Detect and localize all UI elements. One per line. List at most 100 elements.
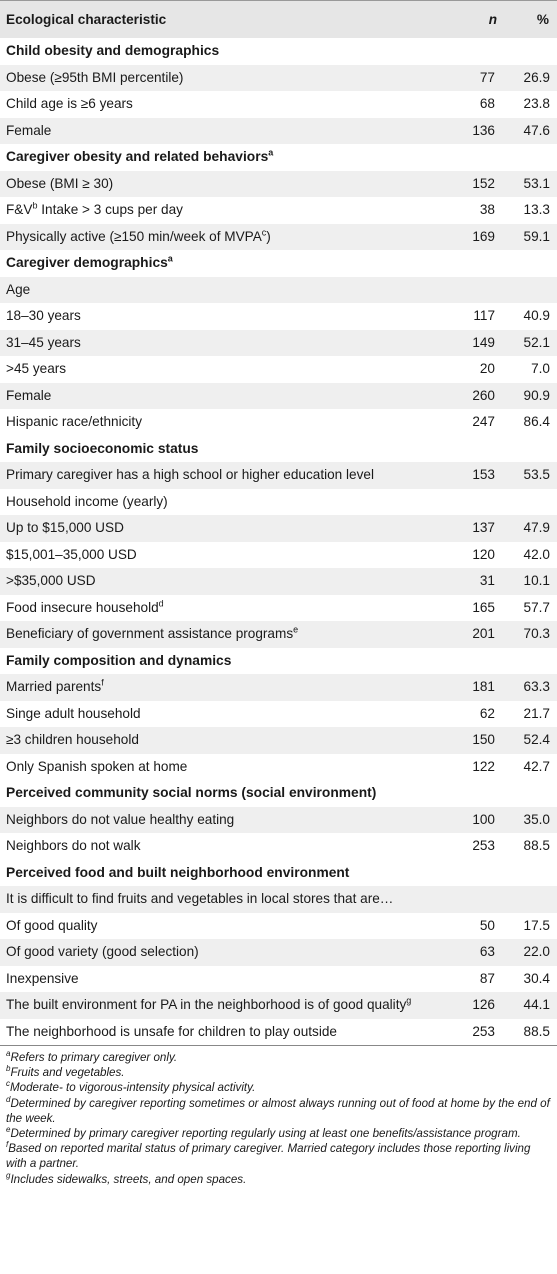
footnotes: aRefers to primary caregiver only. bFruit… (0, 1046, 557, 1187)
label-text: It is difficult to find fruits and veget… (6, 891, 394, 906)
section-heading: Child obesity and demographics (0, 38, 557, 65)
table-row: Age (0, 276, 557, 303)
row-label: 18–30 years (6, 303, 81, 330)
row-label: >45 years (6, 356, 66, 383)
percent-cell: 57.7 (523, 599, 550, 615)
label-text: Obese (BMI ≥ 30) (6, 175, 114, 191)
footnote-text: Fruits and vegetables. (10, 1066, 125, 1080)
row-label: Neighbors do not value healthy eating (6, 807, 234, 834)
percent-cell: 42.0 (523, 546, 550, 562)
percent-cell: 21.7 (523, 705, 550, 721)
percent-cell: 26.9 (523, 69, 550, 85)
section-heading: Family socioeconomic status (0, 436, 557, 463)
table-row: Female 136 47.6 (0, 117, 557, 144)
row-label: Food insecure householdd (6, 595, 164, 622)
table-row: F&Vb Intake > 3 cups per day 38 13.3 (0, 197, 557, 224)
footnote: fBased on reported marital status of pri… (6, 1141, 551, 1171)
percent-cell: 63.3 (523, 679, 550, 694)
percent-cell: 88.5 (523, 1023, 550, 1039)
table-row: Of good quality 50 17.5 (0, 912, 557, 939)
count-cell: 87 (479, 970, 495, 986)
row-label: Only Spanish spoken at home (6, 754, 187, 781)
percent-cell: 47.9 (523, 520, 550, 535)
header-characteristic: Ecological characteristic (6, 12, 167, 27)
table-body: Child obesity and demographics Obese (≥95… (0, 38, 557, 1045)
count-cell: 253 (472, 1023, 495, 1039)
section-label: Child obesity and demographics (6, 38, 219, 65)
footnote-marker: b (32, 200, 38, 211)
label-text: Age (6, 281, 31, 297)
percent-cell: 44.1 (523, 997, 550, 1012)
count-cell: 50 (479, 917, 495, 933)
label-text: Female (6, 122, 52, 138)
label-text: $15,001–35,000 USD (6, 546, 137, 562)
label-text: Child obesity and demographics (6, 43, 220, 58)
percent-cell: 42.7 (523, 758, 550, 774)
label-text: Primary caregiver has a high school or h… (6, 467, 374, 482)
percent-cell: 22.0 (523, 944, 550, 959)
table-row: ≥3 children household 150 52.4 (0, 727, 557, 754)
row-label: ≥3 children household (6, 727, 139, 754)
count-cell: 181 (472, 679, 495, 694)
row-label: The neighborhood is unsafe for children … (6, 1019, 337, 1046)
label-text: Physically active (≥150 min/week of MVPA (6, 228, 262, 244)
table-row: Married parentsf 181 63.3 (0, 674, 557, 701)
row-label: Neighbors do not walk (6, 833, 141, 860)
row-label: Beneficiary of government assistance pro… (6, 621, 298, 648)
percent-cell: 70.3 (523, 626, 550, 641)
footnote-mark: g (6, 1170, 11, 1180)
header-percent: % (536, 12, 549, 27)
count-cell: 165 (472, 599, 495, 615)
count-cell: 153 (472, 467, 495, 482)
header-n: n (488, 12, 497, 27)
count-cell: 152 (472, 175, 495, 191)
table-row: The neighborhood is unsafe for children … (0, 1018, 557, 1046)
footnote-mark: c (6, 1079, 10, 1089)
count-cell: 100 (472, 811, 495, 827)
table-row: Inexpensive 87 30.4 (0, 965, 557, 992)
footnote: eDetermined by primary caregiver reporti… (6, 1126, 551, 1141)
row-label: Obese (BMI ≥ 30) (6, 171, 113, 198)
count-cell: 126 (472, 997, 495, 1012)
row-label: >$35,000 USD (6, 568, 96, 595)
footnote: bFruits and vegetables. (6, 1065, 551, 1080)
label-text-continued: ) (266, 228, 271, 244)
footnote-text: Based on reported marital status of prim… (6, 1142, 531, 1171)
table-row: Female 260 90.9 (0, 382, 557, 410)
row-label: Married parentsf (6, 674, 104, 701)
row-label: 31–45 years (6, 330, 81, 357)
count-cell: 201 (472, 626, 495, 641)
label-text: Up to $15,000 USD (6, 520, 124, 535)
section-label: Caregiver obesity and related behaviorsa (6, 144, 273, 171)
label-text: Caregiver demographics (6, 255, 168, 270)
footnote-text: Determined by primary caregiver reportin… (10, 1127, 521, 1141)
percent-cell: 59.1 (523, 228, 550, 244)
label-text: Child age is ≥6 years (6, 96, 133, 111)
label-text: Food insecure household (6, 599, 159, 615)
count-cell: 169 (472, 228, 495, 244)
count-cell: 260 (472, 387, 495, 403)
percent-cell: 53.1 (523, 175, 550, 191)
section-label: Perceived community social norms (social… (6, 780, 376, 807)
row-label: Female (6, 383, 51, 410)
label-text: Family composition and dynamics (6, 652, 232, 668)
table-row: It is difficult to find fruits and veget… (0, 886, 557, 913)
row-label: Primary caregiver has a high school or h… (6, 462, 374, 489)
count-cell: 149 (472, 334, 495, 350)
percent-cell: 88.5 (523, 838, 550, 853)
label-text: Neighbors do not value healthy eating (6, 811, 235, 827)
footnote: aRefers to primary caregiver only. (6, 1050, 551, 1065)
footnote-marker: a (167, 253, 173, 264)
count-cell: 117 (473, 308, 495, 323)
table-row: Neighbors do not value healthy eating 100… (0, 806, 557, 834)
row-label: It is difficult to find fruits and veget… (6, 886, 393, 913)
table-row: Child age is ≥6 years 68 23.8 (0, 91, 557, 118)
percent-cell: 23.8 (523, 96, 550, 111)
label-text: Caregiver obesity and related behaviors (6, 149, 269, 164)
footnote-text: Determined by caregiver reporting someti… (6, 1096, 550, 1125)
label-text: Neighbors do not walk (6, 838, 141, 853)
label-text: ≥3 children household (6, 732, 139, 747)
row-label: Up to $15,000 USD (6, 515, 124, 542)
table-row: Obese (BMI ≥ 30) 152 53.1 (0, 170, 557, 198)
section-heading: Perceived community social norms (social… (0, 780, 557, 807)
